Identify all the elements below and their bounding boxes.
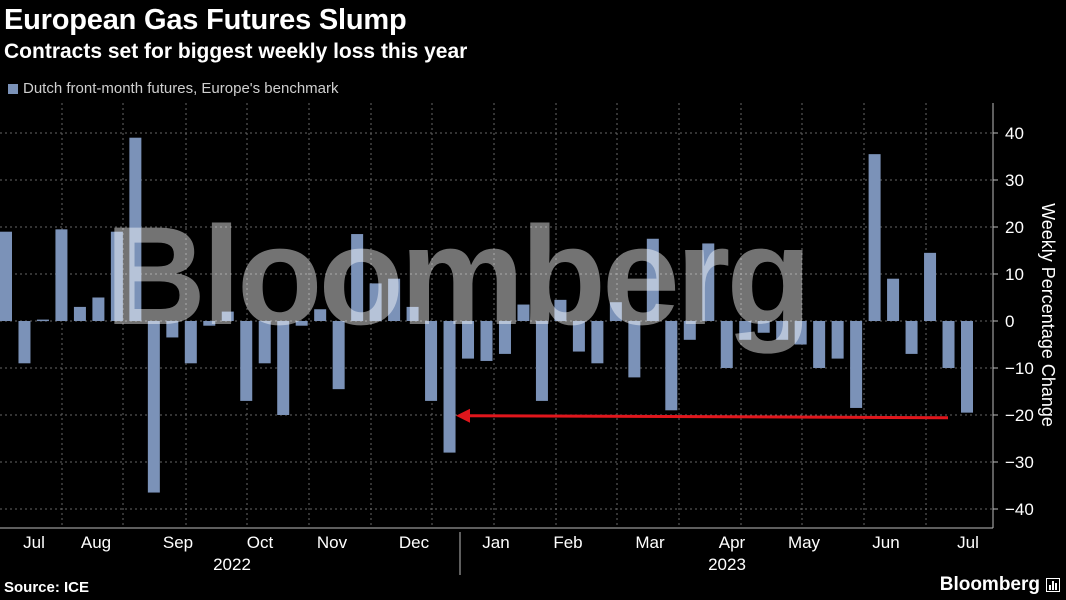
bar	[0, 231, 12, 321]
y-tick-label: −10	[1005, 359, 1034, 378]
bar	[517, 304, 530, 321]
x-month-label: Sep	[163, 533, 193, 552]
bar	[683, 321, 696, 340]
bar	[942, 321, 955, 368]
brand-name: Bloomberg	[939, 574, 1040, 595]
bar-chart-icon	[1046, 578, 1060, 592]
y-tick-label: 0	[1005, 312, 1014, 331]
x-year-label: 2022	[213, 555, 251, 574]
bar	[92, 297, 105, 321]
bar	[203, 321, 216, 326]
bar	[813, 321, 826, 368]
x-month-label: Feb	[553, 533, 582, 552]
chart-title: European Gas Futures Slump	[4, 4, 407, 36]
x-month-label: Mar	[635, 533, 665, 552]
bar	[905, 321, 918, 354]
bar	[110, 231, 123, 321]
bar	[850, 321, 863, 408]
annotation-arrow-head	[456, 408, 470, 423]
bar	[868, 154, 881, 321]
bar	[628, 321, 641, 378]
bar	[757, 321, 770, 333]
bar	[406, 306, 419, 321]
x-year-label: 2023	[708, 555, 746, 574]
x-month-label: Oct	[247, 533, 274, 552]
bar	[961, 321, 973, 413]
bar	[314, 309, 327, 321]
bar	[720, 321, 733, 368]
y-tick-label: 10	[1005, 265, 1024, 284]
x-month-label: Jan	[482, 533, 509, 552]
bar	[776, 321, 789, 340]
legend-label: Dutch front-month futures, Europe's benc…	[23, 80, 339, 97]
bar	[73, 306, 86, 321]
bar	[221, 311, 234, 321]
bar	[887, 278, 900, 321]
x-month-label: Dec	[399, 533, 430, 552]
bar	[739, 321, 752, 340]
bar	[425, 321, 438, 401]
bar	[295, 321, 308, 326]
x-month-label: Aug	[81, 533, 111, 552]
bar	[462, 321, 475, 359]
bar	[166, 321, 179, 338]
bar	[184, 321, 197, 364]
y-tick-label: 40	[1005, 124, 1024, 143]
bar	[240, 321, 253, 401]
bar	[831, 321, 844, 359]
bar	[498, 321, 511, 354]
bar	[702, 243, 715, 321]
bar	[36, 319, 49, 322]
brand-logo: Bloomberg	[940, 574, 1060, 596]
bar	[646, 238, 659, 321]
bar	[572, 321, 585, 352]
bar	[277, 321, 290, 415]
y-tick-label: 20	[1005, 218, 1024, 237]
y-tick-label: −30	[1005, 453, 1034, 472]
annotation-arrow-line	[467, 414, 949, 420]
bar	[443, 321, 456, 453]
bar	[351, 234, 364, 321]
bar	[794, 321, 807, 345]
y-axis-title: Weekly Percentage Change	[1038, 203, 1058, 427]
bar	[129, 137, 142, 321]
bar	[924, 252, 937, 321]
x-month-label: Nov	[317, 533, 348, 552]
bar	[369, 283, 382, 321]
bar	[609, 302, 622, 321]
bar	[55, 229, 68, 321]
x-month-label: May	[788, 533, 821, 552]
legend: Dutch front-month futures, Europe's benc…	[8, 80, 339, 97]
bar	[535, 321, 548, 401]
x-month-label: Jun	[872, 533, 899, 552]
x-month-label: Apr	[719, 533, 746, 552]
source-note: Source: ICE	[4, 579, 90, 596]
x-month-label: Jul	[23, 533, 45, 552]
bar	[258, 321, 271, 364]
x-month-label: Jul	[957, 533, 979, 552]
bar	[388, 278, 401, 321]
bar	[480, 321, 493, 361]
y-tick-label: −20	[1005, 406, 1034, 425]
y-tick-label: 30	[1005, 171, 1024, 190]
bar	[591, 321, 604, 364]
bar	[18, 321, 31, 364]
legend-swatch	[8, 83, 18, 94]
bar	[665, 321, 678, 411]
bar	[554, 299, 567, 321]
bar	[332, 321, 345, 390]
bar	[147, 321, 160, 493]
y-tick-label: −40	[1005, 500, 1034, 519]
chart-subtitle: Contracts set for biggest weekly loss th…	[4, 40, 468, 63]
